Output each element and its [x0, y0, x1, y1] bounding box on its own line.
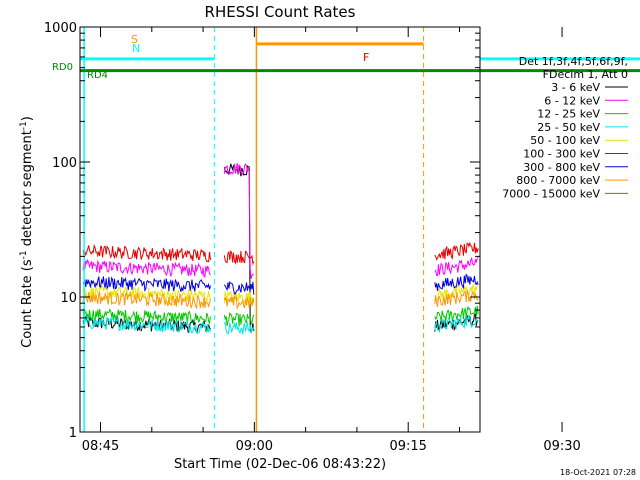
- series-line-300-800-kev: [434, 273, 479, 291]
- series-line-50-100-kev: [223, 290, 255, 305]
- series-line-800-7000-kev: [434, 289, 479, 308]
- chart-title: RHESSI Count Rates: [205, 3, 356, 21]
- x-tick-label: 09:30: [543, 439, 580, 454]
- series-line-100-300-kev: [82, 243, 211, 263]
- legend-label: 12 - 25 keV: [537, 108, 600, 121]
- legend-label: 3 - 6 keV: [551, 81, 600, 94]
- legend-label: 100 - 300 keV: [523, 148, 600, 161]
- series-line-12-25-kev: [82, 308, 211, 325]
- y-label-sup-1: -1: [19, 250, 29, 259]
- series-line-100-300-kev: [434, 241, 479, 261]
- saa-label: S: [131, 33, 138, 46]
- legend-header-line-2: FDecim 1, Att 0: [543, 68, 628, 81]
- series-line-800-7000-kev: [223, 295, 255, 310]
- series-line-12-25-kev: [223, 312, 255, 327]
- data-layer: [82, 162, 479, 335]
- x-axis-label: Start Time (02-Dec-06 08:43:22): [174, 457, 386, 472]
- y-label-sup-2: -1: [19, 121, 29, 130]
- series-line-50-100-kev: [434, 283, 479, 303]
- y-tick-label: 1000: [44, 21, 77, 36]
- night-label: N: [132, 42, 140, 55]
- series-line-3-6-kev: [223, 163, 255, 334]
- rd4-label: RD4: [87, 70, 108, 81]
- legend-label: 25 - 50 keV: [537, 121, 600, 134]
- legend-label: 800 - 7000 keV: [516, 174, 600, 187]
- plot-frame: [79, 26, 481, 433]
- series-line-6-12-kev: [434, 256, 479, 277]
- legend-label: 6 - 12 keV: [544, 94, 600, 107]
- series-line-25-50-kev: [223, 320, 255, 335]
- legend-label: 7000 - 15000 keV: [502, 187, 600, 200]
- series-line-800-7000-kev: [82, 290, 211, 310]
- legend-header-line-1: Det 1f,3f,4f,5f,6f,9f,: [519, 55, 628, 68]
- x-tick-label: 08:45: [82, 439, 119, 454]
- y-axis: 1 10 100 1000: [44, 21, 480, 441]
- legend-label: 300 - 800 keV: [523, 161, 600, 174]
- legend: Det 1f,3f,4f,5f,6f,9f, FDecim 1, Att 0 3…: [502, 55, 628, 200]
- y-tick-label: 10: [60, 291, 77, 306]
- series-line-25-50-kev: [82, 315, 211, 334]
- y-label-part-1: Count Rate (s: [20, 259, 35, 348]
- series-line-300-800-kev: [223, 280, 255, 295]
- series-line-100-300-kev: [223, 249, 255, 266]
- series-line-25-50-kev: [434, 313, 479, 334]
- legend-label: 50 - 100 keV: [530, 134, 600, 147]
- flare-label: F: [363, 51, 369, 64]
- timestamp: 18-Oct-2021 07:28: [560, 468, 636, 477]
- rd0-label: RD0: [52, 62, 73, 73]
- x-tick-label: 09:00: [236, 439, 273, 454]
- y-tick-label: 1: [69, 426, 77, 441]
- series-line-6-12-kev: [82, 258, 211, 278]
- y-label-part-3: ): [20, 116, 35, 121]
- y-axis-label: Count Rate (s-1 detector segment-1): [19, 116, 35, 348]
- overlay-layer: SN F RD0 RD4: [52, 27, 640, 432]
- series-line-12-25-kev: [434, 305, 479, 322]
- series-line-300-800-kev: [82, 276, 211, 293]
- x-tick-label: 09:15: [389, 439, 426, 454]
- y-label-part-2: detector segment: [20, 130, 35, 250]
- series-line-6-12-kev: [223, 162, 255, 279]
- y-tick-label: 100: [52, 156, 77, 171]
